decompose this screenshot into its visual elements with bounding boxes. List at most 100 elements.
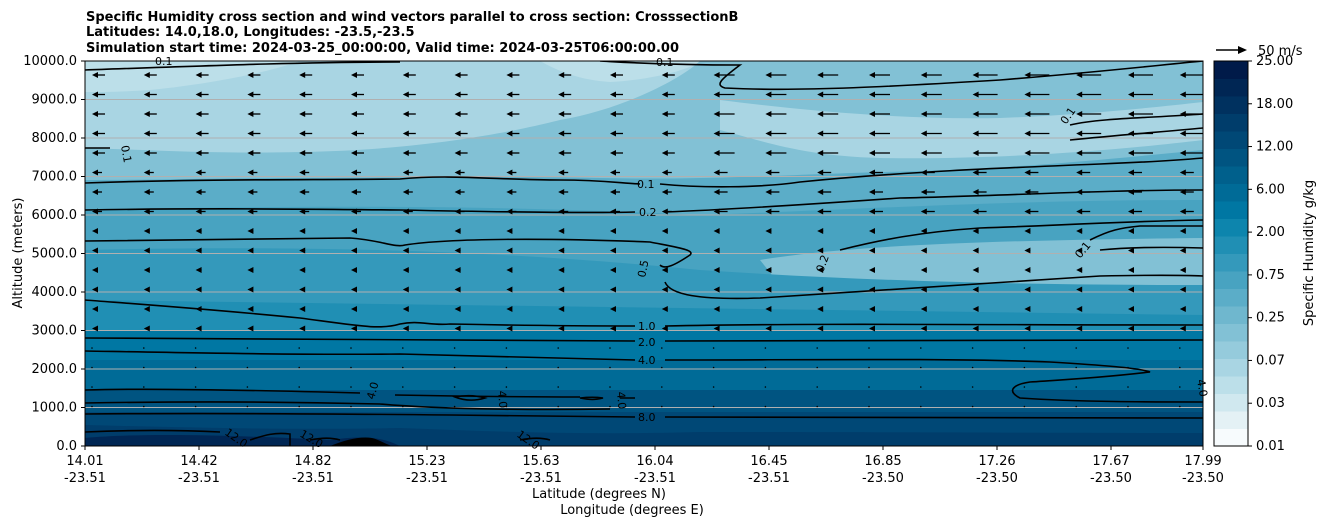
wind-vector-dot [971,386,974,388]
wind-vector [972,325,979,332]
wind-vector [765,228,772,234]
wind-vector [195,189,206,195]
wind-vector [713,286,720,293]
wind-vector-head [972,189,979,195]
x-tick-label-lon: -23.51 [520,471,562,486]
wind-vector-head [92,72,98,78]
wind-vector-head [351,130,357,137]
wind-vector-head [506,189,513,195]
wind-vector [558,150,572,156]
wind-vector-head [299,189,306,195]
wind-vector [402,405,404,408]
wind-vector [194,366,197,369]
wind-vector-head [869,130,875,137]
wind-vector-dot [143,405,145,408]
wind-vector-dot [1179,366,1181,369]
wind-vector [247,286,254,293]
wind-vector [816,347,818,349]
wind-vector-head [713,189,720,195]
wind-vector [298,347,301,349]
wind-vector [817,111,839,117]
colorbar-ticks: 0.01 0.03 0.07 0.25 0.75 2.00 6.00 12.00 18.00 25… [1248,54,1293,454]
wind-vector [143,150,157,156]
wind-vector [920,267,927,273]
wind-vector [972,111,998,117]
wind-vector-head [454,72,461,78]
wind-vector-dot [712,405,715,408]
wind-vector-head [299,208,306,215]
y-tick-label: 1000.0 [32,401,78,416]
wind-vector [1023,405,1026,408]
wind-vector-dot [971,366,974,369]
wind-vector [765,208,780,215]
wind-vector-head [247,130,254,137]
wind-vector-head [402,325,409,332]
x-tick-label-lon: -23.51 [292,471,334,486]
wind-vector-dot [1023,405,1026,408]
wind-vector-dot [453,366,456,369]
wind-vector-dot [505,405,508,408]
wind-vector [765,111,787,117]
wind-vector [558,247,565,254]
wind-vector [402,208,413,215]
wind-vector-head [1076,208,1083,215]
wind-vector [817,150,839,156]
contour-line [839,219,1203,251]
wind-vector [299,325,306,332]
wind-vector [817,228,824,234]
wind-vector-dot [1023,347,1026,349]
wind-vector-head [195,91,202,98]
wind-vector [558,130,572,137]
wind-vector-head [351,306,357,312]
x-axis: 14.01 -23.51 14.42 -23.51 14.82 -23.51 15.23 -2… [64,446,1224,486]
wind-vector-dot [505,366,508,369]
wind-vector-dot [609,386,611,388]
wind-vector-head [402,267,409,273]
wind-vector [195,130,209,137]
wind-vector-dot [402,405,404,408]
wind-vector [143,228,150,234]
wind-vector [765,325,772,332]
wind-vector-head [558,91,565,98]
wind-vector-head [920,306,927,312]
wind-vector [972,228,979,234]
wind-vector [713,91,735,98]
wind-vector-head [1024,91,1031,98]
wind-vector-head [765,208,772,215]
wind-vector-head [351,228,357,234]
wind-vector [609,366,611,369]
wind-vector-head [661,169,668,176]
wind-vector-head [506,208,513,215]
colorbar-segment [1214,411,1248,429]
wind-vector-dot [868,405,870,408]
wind-vector [817,267,824,273]
wind-vector [765,72,787,78]
wind-vector-head [661,150,668,156]
wind-vector-head [1076,130,1083,137]
wind-vector-dot [350,386,352,388]
wind-vector [1179,386,1181,388]
colorbar-label: Specific Humidity g/kg [1302,180,1317,326]
wind-vector-dot [609,366,611,369]
wind-vector-dot [557,386,559,388]
wind-vector-head [558,267,565,273]
wind-vector [195,169,206,176]
contour-label: 1.0 [638,320,656,333]
wind-vector-dot [298,366,301,369]
wind-vector [143,189,154,195]
wind-vector [558,72,572,78]
wind-vector-head [765,72,772,78]
wind-vector [1023,347,1026,349]
wind-vector-dot [1179,405,1181,408]
wind-vector-dot [661,386,663,388]
wind-vector [143,169,154,176]
wind-vector-head [299,267,306,273]
wind-vector-head [247,306,254,312]
wind-vector [506,228,513,234]
colorbar-tick-label: 18.00 [1256,97,1293,112]
wind-vector-head [195,208,202,215]
wind-vector [1024,130,1050,137]
wind-vector-head [558,247,565,254]
wind-vector-head [351,72,357,78]
wind-vector-head [1179,286,1186,293]
